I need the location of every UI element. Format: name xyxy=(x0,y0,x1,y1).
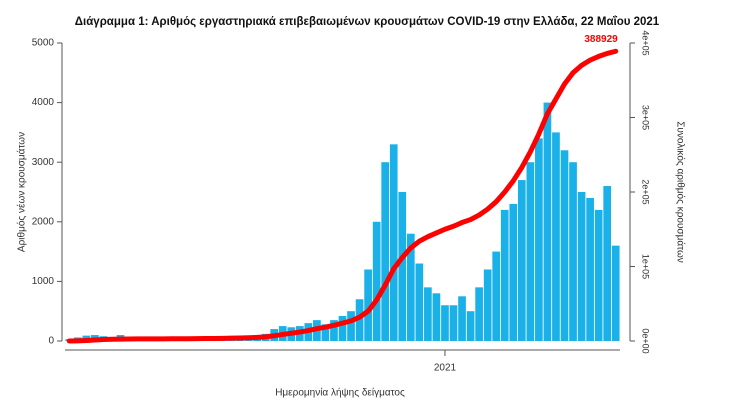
bar xyxy=(483,269,492,341)
bar xyxy=(389,144,398,341)
bar xyxy=(475,287,483,341)
y-tick-label: 5000 xyxy=(32,38,55,49)
bar xyxy=(458,296,466,341)
cumulative-line xyxy=(66,48,619,344)
bar xyxy=(415,263,424,341)
bar xyxy=(526,162,535,341)
bar xyxy=(509,203,518,341)
bar xyxy=(611,245,620,341)
x-tick-label: 2021 xyxy=(434,363,457,374)
y2-tick-label: 3e+05 xyxy=(641,105,651,130)
bar xyxy=(560,150,569,341)
y2-tick-label: 0e+00 xyxy=(641,328,651,353)
annotation: 388929 xyxy=(584,34,618,45)
bar xyxy=(577,192,586,341)
bar xyxy=(492,251,501,341)
y-tick-label: 1000 xyxy=(32,276,55,287)
bar xyxy=(321,324,330,341)
y-tick-label: 4000 xyxy=(32,97,55,108)
x-axis-title: Ημερομηνία λήψης δείγματος xyxy=(275,387,405,399)
bar xyxy=(569,162,577,341)
y-axis-title: Αριθμός νέων κρουσμάτων xyxy=(16,132,28,252)
y2-axis-title: Συνολικός αριθμός κρουσμάτων xyxy=(674,121,686,263)
y2-tick-label: 1e+05 xyxy=(641,254,651,279)
bar xyxy=(381,162,390,341)
y-tick-label: 3000 xyxy=(32,157,55,168)
bar xyxy=(603,186,612,341)
bar xyxy=(347,311,355,341)
bar xyxy=(500,209,509,341)
bar xyxy=(432,293,441,341)
bar xyxy=(372,221,381,341)
bar xyxy=(586,197,594,341)
y2-tick-label: 2e+05 xyxy=(641,179,651,204)
bar xyxy=(364,269,372,341)
bar xyxy=(543,102,552,341)
bar xyxy=(594,209,603,341)
bar xyxy=(535,138,543,341)
bar xyxy=(424,287,432,341)
chart-title: Διάγραμμα 1: Αριθμός εργαστηριακά επιβεβ… xyxy=(75,16,660,28)
bar xyxy=(441,305,449,341)
bar xyxy=(552,132,560,341)
bar xyxy=(338,315,347,341)
bar xyxy=(355,299,364,341)
bar xyxy=(466,311,475,341)
y-tick-label: 2000 xyxy=(32,216,55,227)
bar xyxy=(406,233,415,341)
bar xyxy=(517,180,526,341)
y2-tick-label: 4e+05 xyxy=(641,30,651,55)
y-tick-label: 0 xyxy=(48,336,54,347)
bar xyxy=(449,305,458,341)
bar xyxy=(398,192,407,341)
bar xyxy=(330,320,338,341)
